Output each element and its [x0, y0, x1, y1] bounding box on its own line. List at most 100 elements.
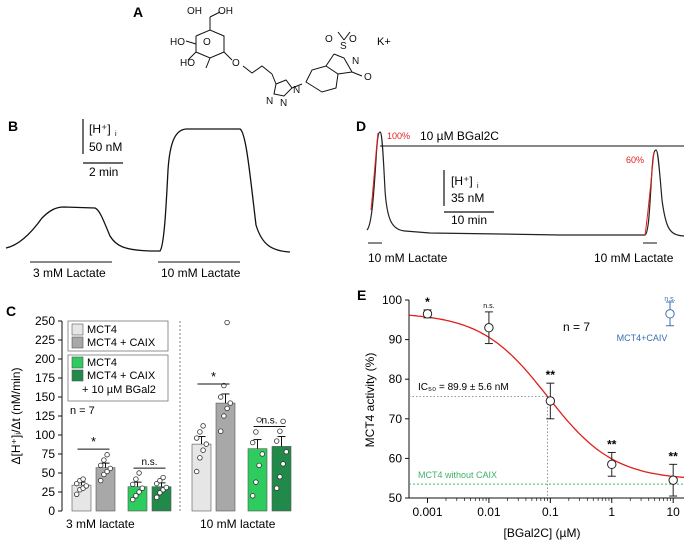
bond: [343, 31, 351, 41]
data-point: [153, 494, 160, 501]
legend-label: MCT4: [87, 357, 117, 369]
data-point: [73, 491, 80, 497]
y-tick-label: 175: [35, 371, 55, 385]
y-tick-label: 70: [389, 412, 403, 426]
panel-a-label: A: [133, 4, 143, 20]
y-tick-label: 60: [389, 451, 403, 465]
scale-time-label: 10 min: [451, 213, 487, 227]
data-point: [259, 451, 265, 457]
data-point: [163, 484, 169, 491]
data-point: [129, 481, 136, 488]
y-tick-label: 80: [389, 372, 403, 386]
x-tick-label: 0.1: [542, 505, 559, 519]
baseline-label: MCT4 without CAIX: [418, 470, 497, 480]
lactate-label: 3 mM Lactate: [33, 266, 106, 280]
caiv-significance: n.s.: [664, 296, 675, 303]
atom-label: N: [280, 98, 287, 109]
data-point: [193, 435, 200, 441]
data-point: [217, 394, 224, 400]
significance-label: n.s.: [261, 416, 277, 427]
legend: MCT4 MCT4 + CAIX MCT4 MCT4 + CAIX + 10 µ…: [67, 320, 169, 402]
bond: [325, 53, 335, 67]
legend-box: [67, 354, 169, 402]
scale-conc-label: 35 nM: [451, 191, 484, 205]
group-label: 3 mM lactate: [66, 517, 135, 531]
bar-chart-c: Δ[H⁺]ᵢ/Δt (nM/min) MCT4 MCT4 + CAIX MCT4…: [9, 314, 292, 531]
linker-chain: [242, 65, 273, 75]
y-tick-label: 125: [35, 409, 55, 423]
significance-label: n.s.: [483, 303, 494, 310]
significance-label: *: [425, 295, 430, 309]
atom-label: O: [349, 34, 357, 45]
data-point: [484, 323, 494, 333]
lactate-label: 10 mM Lactate: [368, 251, 448, 265]
data-point: [139, 485, 145, 491]
data-point: [101, 457, 107, 463]
x-tick-label: 1: [608, 505, 615, 519]
data-point: [256, 417, 262, 423]
bond: [187, 51, 197, 61]
data-point: [227, 400, 233, 406]
y-tick-label: 200: [35, 352, 55, 366]
data-point: [97, 477, 104, 484]
scale-conc-label: 50 nM: [89, 140, 122, 154]
legend-label: MCT4 + CAIX: [87, 337, 156, 349]
data-point: [104, 452, 110, 458]
counter-ion: K+: [377, 36, 391, 48]
bond: [337, 71, 353, 75]
data-point: [129, 496, 136, 503]
bar: [191, 443, 212, 512]
atom-label: N: [266, 96, 273, 107]
y-tick-label: 75: [42, 447, 56, 461]
bar: [215, 402, 236, 512]
data-point: [607, 459, 617, 470]
data-point: [221, 413, 227, 419]
data-point: [545, 396, 556, 406]
legend-label: MCT4: [87, 324, 117, 336]
percent-label-100: 100%: [387, 131, 410, 141]
data-point: [157, 490, 163, 496]
atom-label: HO: [170, 37, 185, 48]
atom-label: O: [203, 37, 211, 48]
data-point: [256, 462, 262, 469]
data-point: [217, 428, 224, 434]
scale-species-subscript: i: [477, 183, 479, 190]
data-point: [224, 405, 230, 412]
data-point: [104, 468, 110, 475]
y-tick-label: 250: [35, 314, 55, 328]
legend-swatch: [71, 323, 84, 336]
data-point: [136, 489, 142, 495]
atom-label: S: [340, 41, 347, 52]
x-tick-label: 0.01: [477, 505, 501, 519]
panel-c-label: C: [6, 303, 16, 319]
percent-label-60: 60%: [626, 155, 644, 165]
legend-label: MCT4 + CAIX: [87, 370, 156, 382]
data-point: [200, 447, 206, 453]
data-point: [200, 423, 206, 429]
bond: [185, 40, 197, 45]
data-point: [97, 462, 104, 469]
x-tick-label: 0.001: [412, 505, 442, 519]
y-axis-label: MCT4 activity (%): [363, 353, 377, 448]
atom-label: O: [325, 34, 333, 45]
caiv-data-point: [665, 309, 675, 319]
bond: [351, 71, 363, 77]
data-point: [249, 439, 256, 446]
lactate-label: 10 mM Lactate: [161, 266, 241, 280]
data-point: [197, 455, 203, 461]
scale-bar-d: [H⁺] i 35 nM 10 min: [443, 170, 494, 227]
atom-label: N: [352, 56, 359, 67]
data-point: [283, 449, 289, 455]
atom-label: O: [232, 58, 240, 69]
significance-label: **: [546, 368, 556, 382]
panel-b-label: B: [8, 118, 18, 134]
y-tick-label: 90: [389, 333, 403, 347]
treatment-label: 10 µM BGal2C: [420, 129, 499, 143]
scale-species-subscript: i: [115, 131, 117, 138]
data-point: [83, 483, 89, 489]
bond: [271, 73, 277, 85]
fit-curve-d: [644, 151, 655, 236]
y-tick-label: 50: [42, 466, 56, 480]
benzene-ring: [305, 65, 339, 93]
